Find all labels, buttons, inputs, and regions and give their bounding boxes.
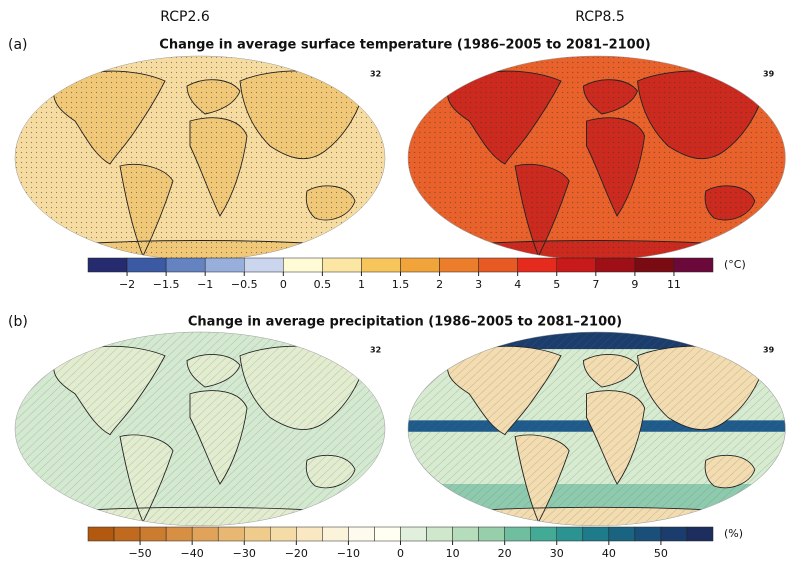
panel-label: (a) (8, 37, 28, 53)
colorbar-bin (400, 257, 440, 273)
colorbar-bin (270, 526, 297, 542)
colorbar-bin (244, 526, 271, 542)
colorbar-label: −2 (119, 278, 135, 291)
colorbar-label: −50 (128, 547, 151, 560)
significance-overlay (15, 332, 385, 526)
colorbar-bin (452, 526, 479, 542)
model-count: 39 (763, 346, 775, 355)
colorbar-bin (217, 526, 245, 542)
colorbar-label: 9 (631, 278, 638, 291)
colorbar-bin (517, 257, 557, 273)
colorbar-label: 50 (654, 547, 668, 560)
colorbar-bin (165, 526, 193, 542)
colorbar-label: −30 (233, 547, 256, 560)
colorbar-label: 1 (358, 278, 365, 291)
model-count: 39 (763, 70, 775, 79)
colorbar-label: −0.5 (231, 278, 258, 291)
model-count: 32 (370, 346, 381, 355)
map-outline (407, 331, 786, 527)
map-outline (14, 331, 386, 527)
colorbar-label: 3 (475, 278, 482, 291)
colorbar-bin (126, 257, 167, 273)
colorbar-bin (283, 257, 323, 273)
colorbar-label: 1.5 (392, 278, 410, 291)
colorbar-bin (478, 526, 505, 542)
colorbar-bin (165, 257, 206, 273)
colorbar-bin (660, 526, 688, 542)
world-map (14, 55, 386, 261)
map-body (408, 332, 786, 526)
colorbar-unit: (°C) (724, 258, 746, 271)
colorbar-label: 2 (436, 278, 443, 291)
colorbar-label: 10 (446, 547, 460, 560)
world-map (407, 55, 786, 261)
colorbar-bin (582, 526, 610, 542)
colorbar-bin (504, 526, 531, 542)
colorbar-label: 7 (592, 278, 599, 291)
colorbar-label: 0 (280, 278, 287, 291)
colorbar-unit: (%) (724, 527, 743, 540)
colorbar-bin (673, 257, 714, 273)
world-map (407, 331, 786, 527)
colorbar-bin (608, 526, 636, 542)
significance-overlay (15, 56, 385, 260)
colorbar-bin (204, 257, 245, 273)
colorbar-bin (530, 526, 557, 542)
world-map (14, 331, 386, 527)
colorbar-label: 4 (514, 278, 521, 291)
colorbar-bin (400, 526, 427, 542)
colorbar-bin (191, 526, 219, 542)
significance-overlay (408, 56, 786, 260)
colorbar-bin (244, 257, 284, 273)
colorbar-bin (556, 257, 597, 273)
colorbar-bin (634, 257, 675, 273)
map-body (15, 56, 385, 260)
colorbar-bin (296, 526, 323, 542)
panel-title: Change in average surface temperature (1… (159, 38, 650, 53)
colorbar-bin (686, 526, 714, 542)
colorbar-label: 0 (397, 547, 404, 560)
colorbar-bin (439, 257, 479, 273)
colorbar-label: 5 (553, 278, 560, 291)
colorbar-label: 30 (550, 547, 564, 560)
colorbar-bin (322, 257, 362, 273)
map-body (15, 332, 385, 526)
colorbar-bin (113, 526, 141, 542)
colorbar-label: −20 (285, 547, 308, 560)
colorbar-label: 40 (602, 547, 616, 560)
colorbar-label: 0.5 (314, 278, 332, 291)
colorbar-bin (634, 526, 662, 542)
colorbar-label: −1 (197, 278, 213, 291)
colorbar-bin (87, 526, 115, 542)
colorbar-bin (556, 526, 584, 542)
significance-overlay (408, 332, 786, 526)
colorbar-bin (139, 526, 167, 542)
colorbar-label: 20 (498, 547, 512, 560)
colorbar-bin (426, 526, 453, 542)
model-count: 32 (370, 70, 381, 79)
colorbar-label: −1.5 (153, 278, 180, 291)
scenario-header: RCP8.5 (575, 9, 625, 25)
colorbar-label: −40 (181, 547, 204, 560)
colorbar-bin (374, 526, 401, 542)
colorbar-label: −10 (337, 547, 360, 560)
colorbar-bin (361, 257, 401, 273)
colorbar-bin (478, 257, 518, 273)
panel-title: Change in average precipitation (1986–20… (188, 315, 622, 330)
colorbar-label: 11 (667, 278, 681, 291)
scenario-header: RCP2.6 (160, 9, 210, 25)
colorbar-bin (322, 526, 349, 542)
colorbar-bin (87, 257, 128, 273)
panel-label: (b) (8, 314, 28, 330)
colorbar-bin (348, 526, 375, 542)
colorbar-bin (595, 257, 636, 273)
map-body (408, 56, 786, 260)
